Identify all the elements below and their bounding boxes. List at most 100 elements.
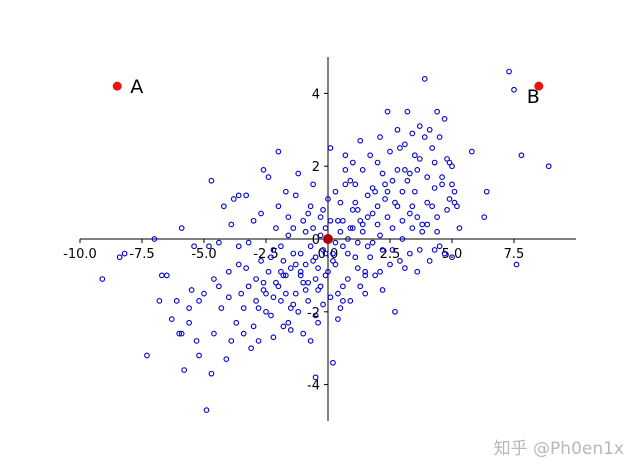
- data-point: [280, 323, 287, 330]
- data-point: [186, 319, 192, 326]
- data-point: [384, 108, 391, 115]
- data-point: [240, 330, 247, 337]
- data-point: [446, 196, 453, 202]
- data-point: [434, 228, 440, 235]
- data-point: [399, 217, 406, 224]
- data-point: [285, 319, 292, 326]
- y-tick-label: -2: [307, 306, 320, 321]
- data-point: [312, 276, 319, 282]
- data-point: [310, 225, 316, 231]
- data-point: [228, 338, 235, 344]
- data-point: [357, 217, 364, 224]
- data-point: [317, 214, 324, 221]
- data-point: [349, 207, 356, 213]
- data-point: [392, 199, 398, 206]
- data-point: [181, 367, 188, 373]
- data-point: [389, 247, 396, 253]
- data-point: [379, 287, 386, 293]
- data-point: [347, 225, 354, 231]
- data-point: [305, 210, 312, 217]
- data-point: [364, 243, 371, 250]
- point-a-label: A: [130, 76, 143, 98]
- data-point: [322, 250, 329, 257]
- data-point: [364, 214, 371, 221]
- data-point: [379, 247, 386, 253]
- data-point: [349, 225, 356, 231]
- data-point: [235, 261, 242, 268]
- data-point: [305, 279, 312, 286]
- data-point: [220, 203, 227, 210]
- data-point: [151, 236, 158, 242]
- data-point: [320, 207, 326, 213]
- data-point: [235, 243, 242, 250]
- data-point: [352, 181, 359, 188]
- data-point: [387, 261, 393, 268]
- data-point: [305, 298, 312, 304]
- data-point: [307, 243, 314, 250]
- data-point: [421, 75, 428, 82]
- data-point: [116, 254, 123, 261]
- data-point: [243, 265, 250, 271]
- data-point: [357, 137, 364, 144]
- data-point: [377, 134, 383, 140]
- data-point: [168, 316, 175, 322]
- data-point: [230, 196, 237, 202]
- data-point: [121, 250, 128, 257]
- data-point: [327, 294, 334, 301]
- data-point: [367, 152, 374, 159]
- data-point: [158, 272, 165, 279]
- data-point: [416, 123, 423, 130]
- x-tick-label: -5.0: [191, 247, 216, 262]
- data-point: [369, 185, 376, 191]
- data-point: [228, 221, 235, 228]
- data-point: [382, 181, 388, 188]
- data-point: [260, 287, 267, 293]
- data-point: [270, 294, 277, 301]
- data-point: [201, 290, 207, 297]
- data-point: [270, 334, 277, 341]
- data-point: [255, 338, 262, 344]
- data-point: [364, 192, 371, 199]
- data-point: [374, 159, 381, 166]
- data-point: [335, 290, 341, 297]
- data-points: [99, 68, 552, 413]
- data-point: [278, 268, 284, 275]
- data-point: [315, 319, 321, 326]
- data-point: [302, 261, 309, 268]
- data-point: [426, 126, 433, 133]
- data-point: [196, 352, 202, 359]
- data-point: [416, 156, 423, 162]
- data-point: [270, 247, 277, 253]
- data-point: [449, 181, 455, 188]
- data-point: [275, 148, 282, 155]
- data-point: [243, 192, 250, 199]
- data-point: [359, 228, 366, 235]
- data-point: [431, 247, 438, 253]
- data-point: [191, 243, 197, 250]
- data-point: [253, 298, 259, 304]
- data-point: [282, 290, 289, 297]
- y-tick-label: 4: [312, 87, 320, 102]
- data-point: [354, 265, 361, 271]
- data-point: [223, 356, 230, 362]
- data-point: [330, 359, 336, 366]
- data-point: [292, 192, 299, 199]
- data-point: [332, 239, 339, 246]
- data-point: [218, 305, 225, 312]
- data-point: [506, 68, 512, 75]
- x-tick-label: 7.5: [504, 247, 525, 262]
- data-point: [320, 301, 326, 308]
- data-point: [404, 108, 411, 115]
- data-point: [344, 276, 351, 282]
- data-point: [297, 272, 304, 279]
- data-point: [369, 239, 376, 246]
- data-point: [330, 250, 336, 257]
- data-point: [449, 163, 455, 170]
- data-point: [409, 130, 416, 137]
- data-point: [302, 287, 309, 293]
- data-point: [273, 225, 279, 231]
- data-point: [411, 152, 418, 159]
- data-point: [342, 152, 349, 159]
- data-point: [302, 228, 309, 235]
- data-point: [419, 228, 426, 235]
